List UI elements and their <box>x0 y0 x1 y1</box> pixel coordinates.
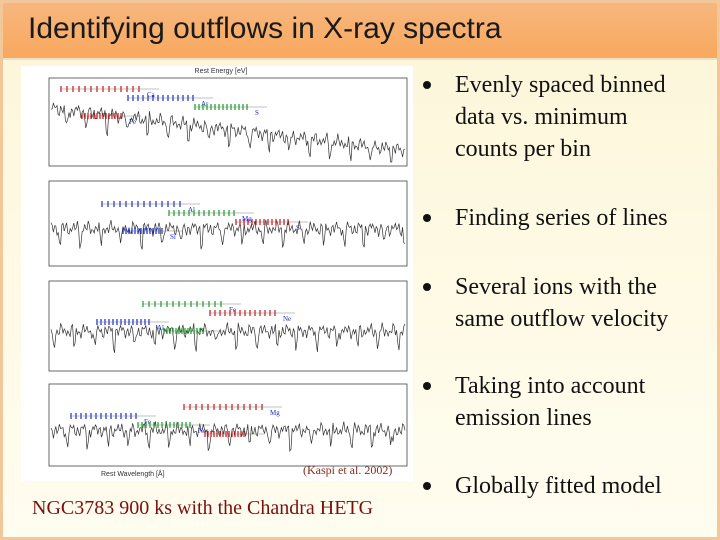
figure-background <box>21 66 413 481</box>
bullet-text: Finding series of lines <box>455 202 668 234</box>
bullet-line: data vs. minimum <box>455 104 628 130</box>
ion-label: Ne <box>198 427 206 435</box>
bullet-dot <box>423 382 431 390</box>
bullet-line: Several ions with the <box>455 274 657 300</box>
ion-label: Ca <box>147 91 156 99</box>
panel-frame <box>48 180 408 267</box>
ion-label: S <box>255 109 259 117</box>
spectrum-panels: Ca Ar S Fe Al Mg S Si Fe Ne Al Mg Fe Ne <box>48 77 408 467</box>
top-axis-label: Rest Energy [eV] <box>195 68 248 75</box>
spectrum-trace <box>50 102 406 163</box>
bullet-text: Evenly spaced binned data vs. minimum coun… <box>455 69 666 165</box>
title-bar: Identifying outflows in X-ray spectra <box>3 3 717 60</box>
bullet-dot <box>423 81 431 89</box>
bullet-line: Taking into account <box>455 373 646 399</box>
ion-label: Ar <box>201 100 209 108</box>
spectrum-figure: Rest Energy [eV] Rest Wavelength [Å] (Ka… <box>21 66 413 481</box>
ion-label: Mg <box>270 409 280 417</box>
bullet-dot <box>423 214 431 222</box>
bullet-line: same outflow velocity <box>455 306 669 332</box>
bullet-text: Taking into account emission lines <box>455 370 645 434</box>
ion-label: Fe <box>129 118 136 126</box>
ion-label: Ne <box>283 315 291 323</box>
figure-caption: NGC3783 900 ks with the Chandra HETG <box>32 497 374 519</box>
bullet-line: Globally fitted model <box>455 473 662 499</box>
bullet-line: counts per bin <box>455 136 591 162</box>
bullet-line: Finding series of lines <box>455 205 668 231</box>
bullet-dot <box>423 283 431 291</box>
ion-label: S <box>296 224 300 232</box>
bullet-line: Evenly spaced binned <box>455 72 666 98</box>
spectrum-trace <box>50 219 406 250</box>
ion-label: Al <box>157 324 164 332</box>
bullet-dot <box>423 482 431 490</box>
bullet-text: Globally fitted model <box>455 470 662 502</box>
bullet-line: emission lines <box>455 405 592 431</box>
spectrum-trace <box>50 421 406 453</box>
ion-label: Al <box>188 206 195 214</box>
spectrum-trace <box>50 322 406 353</box>
panel-frame <box>48 77 408 167</box>
ion-label: Fe <box>144 418 151 426</box>
panel-frame <box>48 280 408 372</box>
slide-title: Identifying outflows in X-ray spectra <box>28 12 502 45</box>
citation: (Kaspi et al. 2002) <box>303 463 392 477</box>
bottom-axis-label: Rest Wavelength [Å] <box>101 469 165 478</box>
ion-label: Si <box>170 233 176 241</box>
ion-label: Mg <box>242 215 252 223</box>
ion-label: Fe <box>229 306 236 314</box>
bullet-text: Several ions with the same outflow veloci… <box>455 271 668 335</box>
panel-frame <box>48 383 408 467</box>
